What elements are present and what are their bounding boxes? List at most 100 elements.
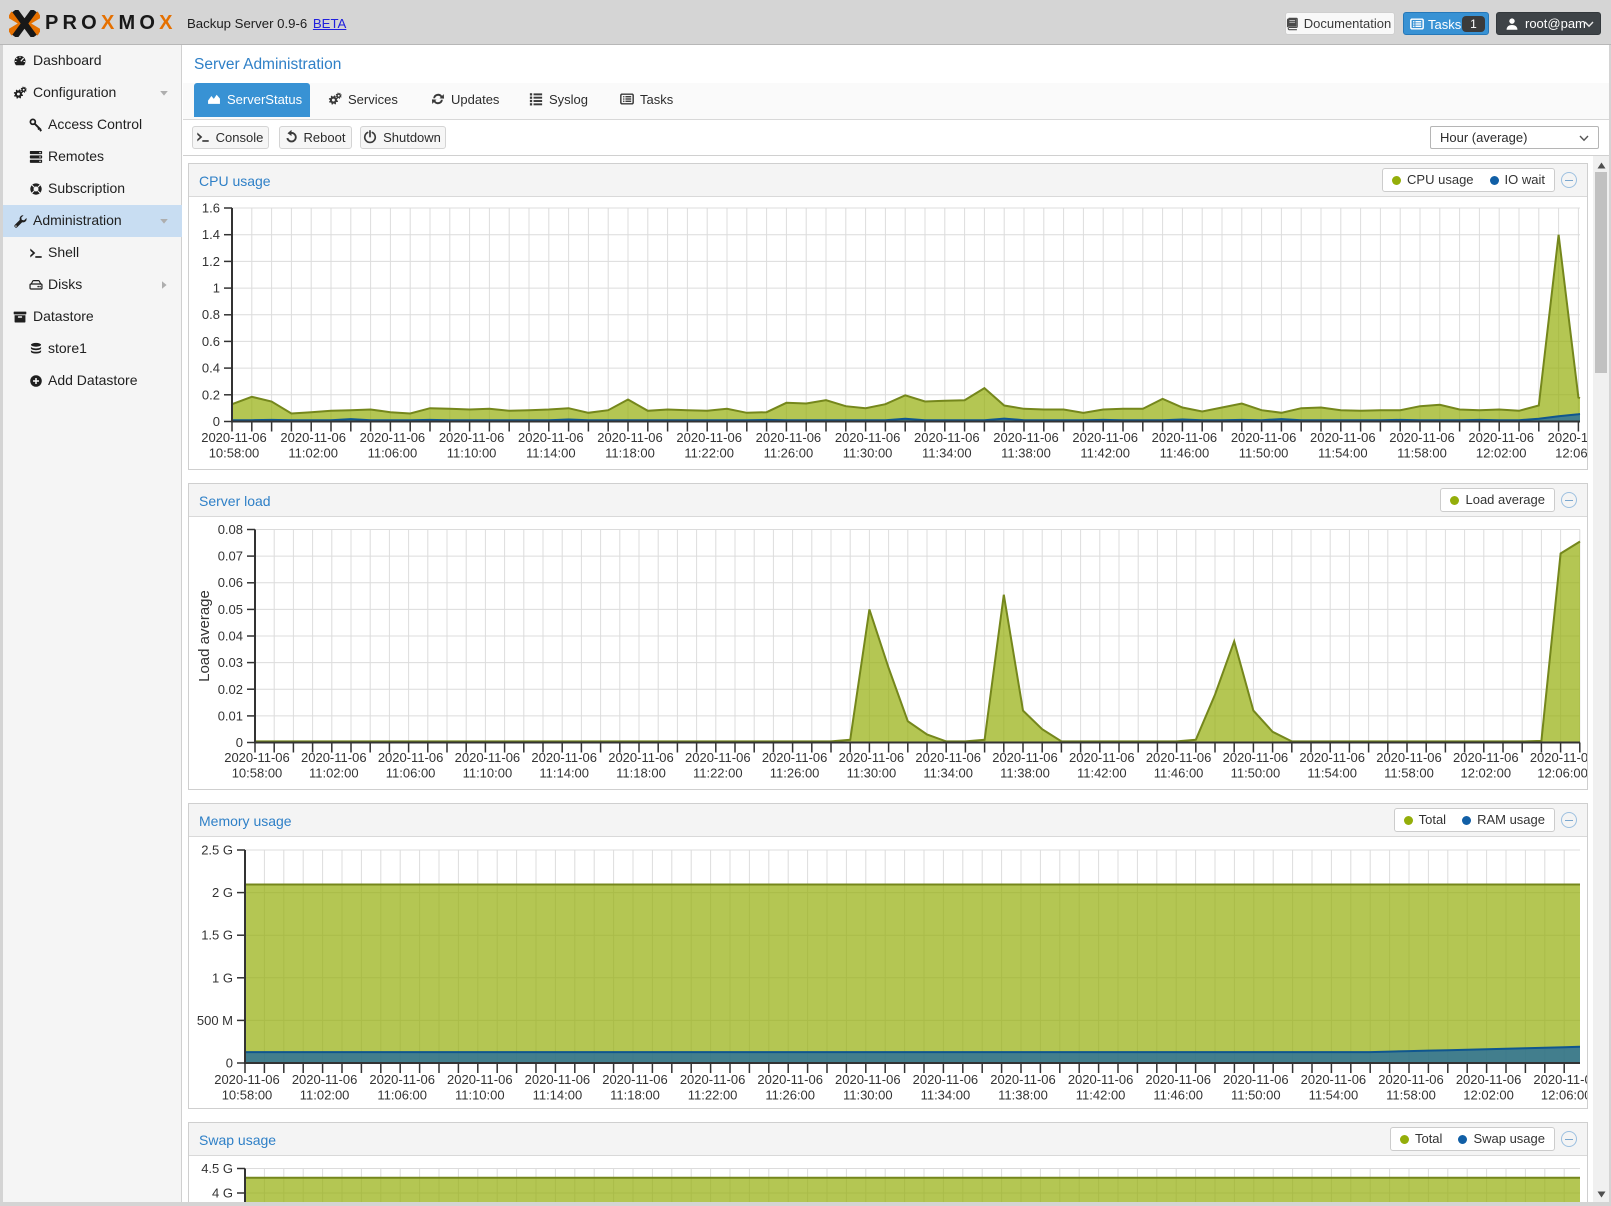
svg-text:11:50:00: 11:50:00	[1239, 446, 1289, 461]
svg-text:12:02:00: 12:02:00	[1476, 446, 1527, 461]
svg-text:2020-11-06: 2020-11-06	[531, 750, 597, 765]
svg-text:11:18:00: 11:18:00	[610, 1088, 660, 1103]
svg-text:12:02:00: 12:02:00	[1460, 766, 1511, 781]
svg-text:2020-11-06: 2020-11-06	[680, 1072, 746, 1087]
svg-text:0.07: 0.07	[218, 549, 243, 564]
svg-text:2020-11-06: 2020-11-06	[447, 1072, 513, 1087]
svg-text:1 G: 1 G	[212, 970, 233, 985]
svg-text:11:42:00: 11:42:00	[1076, 1088, 1126, 1103]
svg-text:0: 0	[226, 1056, 233, 1071]
svg-text:2020-11-06: 2020-11-06	[602, 1072, 668, 1087]
svg-text:0.03: 0.03	[218, 655, 243, 670]
svg-text:2020-11-06: 2020-11-06	[608, 750, 674, 765]
svg-text:11:54:00: 11:54:00	[1318, 446, 1368, 461]
svg-text:2020-11-06: 2020-11-06	[1378, 1072, 1444, 1087]
svg-text:11:34:00: 11:34:00	[921, 1088, 971, 1103]
svg-text:11:06:00: 11:06:00	[368, 446, 418, 461]
svg-text:0.8: 0.8	[202, 307, 220, 322]
svg-text:2020-11-06: 2020-11-06	[1389, 430, 1455, 445]
svg-text:11:18:00: 11:18:00	[605, 446, 655, 461]
svg-text:1: 1	[213, 281, 220, 296]
svg-text:10:58:00: 10:58:00	[232, 766, 283, 781]
svg-text:0.4: 0.4	[202, 361, 220, 376]
svg-text:11:46:00: 11:46:00	[1160, 446, 1210, 461]
svg-text:2020-11-06: 2020-11-06	[369, 1072, 435, 1087]
svg-text:11:54:00: 11:54:00	[1307, 766, 1357, 781]
svg-text:11:26:00: 11:26:00	[765, 1088, 815, 1103]
svg-text:2 G: 2 G	[212, 885, 233, 900]
svg-text:500 M: 500 M	[197, 1013, 233, 1028]
svg-text:11:14:00: 11:14:00	[539, 766, 589, 781]
svg-text:2020-11-06: 2020-11-06	[360, 430, 426, 445]
svg-text:1.5 G: 1.5 G	[201, 928, 233, 943]
svg-text:11:42:00: 11:42:00	[1080, 446, 1130, 461]
svg-text:11:26:00: 11:26:00	[770, 766, 820, 781]
svg-text:2020-11-06: 2020-11-06	[597, 430, 663, 445]
svg-text:10:58:00: 10:58:00	[209, 446, 260, 461]
svg-text:2020-11-06: 2020-11-06	[292, 1072, 358, 1087]
svg-text:0.04: 0.04	[218, 629, 243, 644]
svg-text:2.5 G: 2.5 G	[201, 843, 233, 858]
svg-text:2020-11-06: 2020-11-06	[525, 1072, 591, 1087]
svg-text:12:06:00: 12:06:00	[1541, 1088, 1587, 1103]
svg-text:11:50:00: 11:50:00	[1231, 766, 1281, 781]
svg-text:2020-11-06: 2020-11-06	[1301, 1072, 1367, 1087]
svg-text:2020-11-06: 2020-11-06	[1223, 1072, 1289, 1087]
svg-text:2020-11-06: 2020-11-06	[762, 750, 828, 765]
svg-text:2020-11-06: 2020-11-06	[455, 750, 521, 765]
svg-text:2020-11-06: 2020-11-06	[1231, 430, 1297, 445]
svg-text:11:54:00: 11:54:00	[1309, 1088, 1359, 1103]
svg-text:2020-11-06: 2020-11-06	[1072, 430, 1138, 445]
svg-text:2020-11-06: 2020-11-06	[1310, 430, 1376, 445]
svg-text:2020-11-06: 2020-11-06	[757, 1072, 823, 1087]
svg-text:11:22:00: 11:22:00	[688, 1088, 738, 1103]
svg-text:2020-11-06: 2020-11-06	[839, 750, 905, 765]
svg-text:2020-11-06: 2020-11-06	[378, 750, 444, 765]
svg-text:11:30:00: 11:30:00	[847, 766, 897, 781]
svg-text:11:58:00: 11:58:00	[1384, 766, 1434, 781]
svg-text:11:18:00: 11:18:00	[616, 766, 666, 781]
svg-text:2020-11-06: 2020-11-06	[518, 430, 584, 445]
svg-text:11:10:00: 11:10:00	[455, 1088, 505, 1103]
svg-text:11:02:00: 11:02:00	[309, 766, 359, 781]
svg-text:11:50:00: 11:50:00	[1231, 1088, 1281, 1103]
svg-text:2020-11-06: 2020-11-06	[756, 430, 822, 445]
svg-text:2020-11-06: 2020-11-06	[835, 430, 901, 445]
svg-text:2020-11-06: 2020-11-06	[676, 430, 742, 445]
svg-text:2020-11-06: 2020-11-06	[280, 430, 346, 445]
svg-text:2020-11-06: 2020-11-06	[1146, 750, 1212, 765]
svg-text:11:02:00: 11:02:00	[300, 1088, 350, 1103]
svg-text:2020-11-06: 2020-11-06	[992, 750, 1058, 765]
svg-text:2020-11-06: 2020-11-06	[1068, 1072, 1134, 1087]
svg-text:11:06:00: 11:06:00	[386, 766, 436, 781]
svg-text:11:30:00: 11:30:00	[843, 1088, 893, 1103]
svg-text:0: 0	[213, 414, 220, 429]
svg-text:12:06:00: 12:06:00	[1537, 766, 1587, 781]
svg-text:0.2: 0.2	[202, 387, 220, 402]
svg-text:2020-11-06: 2020-11-06	[201, 430, 267, 445]
svg-text:4 G: 4 G	[212, 1186, 233, 1201]
svg-text:2020-11-06: 2020-11-06	[1069, 750, 1135, 765]
svg-text:2020-11-06: 2020-11-06	[214, 1072, 280, 1087]
svg-text:11:26:00: 11:26:00	[764, 446, 814, 461]
svg-text:11:58:00: 11:58:00	[1397, 446, 1447, 461]
svg-text:2020-11-06: 2020-11-06	[301, 750, 367, 765]
svg-text:11:58:00: 11:58:00	[1386, 1088, 1436, 1103]
svg-text:11:14:00: 11:14:00	[533, 1088, 583, 1103]
svg-text:2020-11-06: 2020-11-06	[913, 1072, 979, 1087]
svg-text:0.08: 0.08	[218, 522, 243, 537]
svg-text:11:42:00: 11:42:00	[1077, 766, 1127, 781]
svg-text:2020-11-06: 2020-11-06	[1299, 750, 1365, 765]
svg-text:11:10:00: 11:10:00	[463, 766, 513, 781]
svg-text:0.05: 0.05	[218, 602, 243, 617]
svg-text:2020-11-06: 2020-11-06	[685, 750, 751, 765]
svg-text:2020-11-06: 2020-11-06	[1548, 430, 1587, 445]
svg-text:2020-11-06: 2020-11-06	[1530, 750, 1587, 765]
svg-text:1.2: 1.2	[202, 254, 220, 269]
svg-text:2020-11-06: 2020-11-06	[835, 1072, 901, 1087]
svg-text:1.4: 1.4	[202, 227, 220, 242]
svg-text:11:38:00: 11:38:00	[998, 1088, 1048, 1103]
svg-text:2020-11-06: 2020-11-06	[1456, 1072, 1522, 1087]
svg-text:Load average: Load average	[196, 590, 213, 682]
svg-text:0.02: 0.02	[218, 682, 243, 697]
